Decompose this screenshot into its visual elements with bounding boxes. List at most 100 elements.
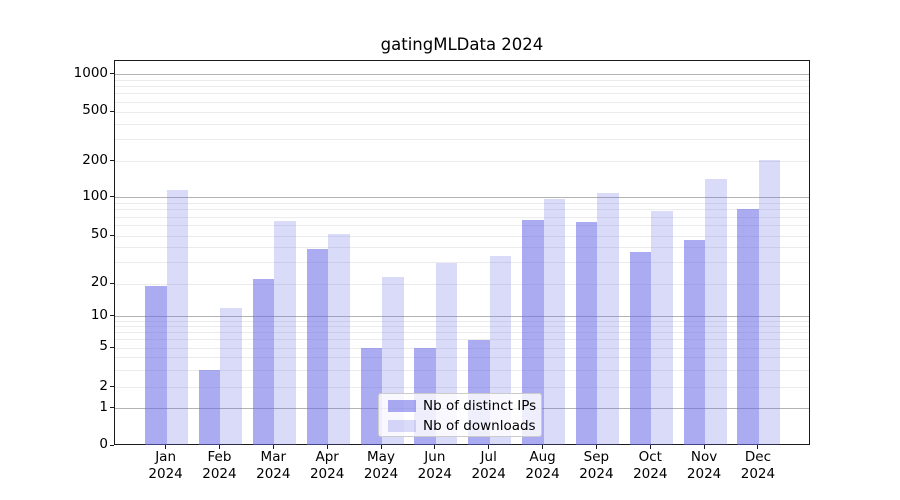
gridline-700 (115, 93, 809, 95)
legend-swatch-downloads (388, 420, 416, 432)
bar-downloads-mar (274, 221, 296, 445)
gridline-80 (115, 209, 809, 211)
x-tick-aug (542, 445, 544, 449)
y-tick-label-20: 20 (90, 274, 108, 291)
gridline-10 (115, 315, 809, 317)
gridline-60 (115, 225, 809, 227)
gridline-900 (115, 79, 809, 81)
y-tick-label-100: 100 (82, 187, 108, 204)
legend-item-downloads: Nb of downloads (388, 417, 536, 434)
y-tick-label-1000: 1000 (73, 64, 108, 81)
gridline-30 (115, 262, 809, 264)
y-tick-label-5: 5 (99, 338, 108, 355)
bar-downloads-apr (328, 233, 350, 445)
x-tick-may (380, 445, 382, 449)
gridline-400 (115, 123, 809, 125)
gridline-300 (115, 139, 809, 141)
bar-ips-sep (575, 222, 598, 445)
gridline-100 (115, 197, 809, 198)
x-tick-label-sep: Sep 2024 (579, 449, 614, 482)
x-tick-sep (595, 445, 597, 449)
gridline-50 (115, 235, 809, 237)
y-tick-500 (110, 110, 114, 112)
x-tick-label-jan: Jan 2024 (148, 449, 183, 482)
gridline-3 (115, 369, 809, 371)
y-tick-50 (110, 234, 114, 236)
x-tick-nov (703, 445, 705, 449)
bar-ips-jan (145, 286, 167, 445)
bar-downloads-dec (758, 160, 781, 445)
gridline-8 (115, 326, 809, 327)
y-tick-1000 (110, 73, 114, 74)
x-tick-label-feb: Feb 2024 (202, 449, 237, 482)
bar-ips-mar (252, 279, 275, 445)
bar-ips-dec (737, 208, 759, 445)
y-tick-label-500: 500 (82, 102, 108, 119)
x-tick-label-oct: Oct 2024 (633, 449, 668, 482)
legend-swatch-distinct-ips (388, 400, 416, 412)
legend: Nb of distinct IPs Nb of downloads (378, 392, 542, 437)
y-tick-label-1: 1 (99, 399, 108, 415)
legend-label-downloads: Nb of downloads (423, 417, 536, 434)
plot-area (114, 59, 810, 445)
x-tick-label-nov: Nov 2024 (686, 449, 722, 482)
gridline-9 (115, 320, 809, 322)
x-tick-jun (434, 445, 436, 449)
gridline-500 (115, 111, 809, 113)
gridline-40 (115, 247, 809, 249)
legend-label-distinct-ips: Nb of distinct IPs (423, 397, 537, 414)
y-tick-100 (110, 196, 114, 197)
gridline-6 (115, 339, 809, 341)
gridline-90 (115, 202, 809, 204)
bar-downloads-feb (220, 307, 242, 445)
bar-downloads-aug (543, 199, 566, 445)
bar-downloads-oct (651, 210, 673, 445)
bar-ips-nov (683, 240, 706, 445)
x-tick-label-aug: Aug 2024 (525, 449, 560, 482)
y-tick-200 (110, 160, 114, 161)
gridline-7 (115, 332, 809, 334)
y-tick-5 (110, 346, 114, 348)
y-tick-label-0: 0 (99, 436, 108, 453)
gridline-4 (115, 357, 809, 359)
bar-ips-apr (306, 249, 329, 445)
gridline-5 (115, 347, 809, 349)
gridline-1000 (115, 74, 809, 75)
gridline-20 (115, 283, 809, 285)
x-tick-feb (218, 445, 220, 449)
legend-item-distinct-ips: Nb of distinct IPs (388, 397, 537, 414)
y-tick-2 (110, 386, 114, 387)
gridline-600 (115, 101, 809, 103)
bar-ips-aug (522, 219, 544, 445)
bar-downloads-sep (597, 192, 619, 445)
chart-title: gatingMLData 2024 (380, 35, 544, 54)
gridline-2 (115, 387, 809, 388)
y-tick-1 (110, 407, 114, 409)
bar-downloads-nov (705, 179, 727, 445)
bar-ips-feb (198, 370, 221, 445)
y-tick-label-50: 50 (90, 226, 108, 243)
y-tick-20 (110, 282, 114, 284)
x-tick-label-dec: Dec 2024 (740, 449, 776, 482)
x-tick-label-jun: Jun 2024 (417, 449, 453, 482)
x-tick-label-mar: Mar 2024 (256, 449, 291, 482)
x-tick-label-jul: Jul 2024 (471, 449, 506, 482)
y-tick-label-2: 2 (99, 377, 108, 394)
x-tick-oct (649, 445, 651, 449)
x-tick-label-apr: Apr 2024 (309, 449, 345, 482)
x-tick-jul (488, 445, 490, 449)
x-tick-jan (165, 445, 167, 449)
bar-ips-may (360, 348, 382, 445)
x-tick-label-may: May 2024 (363, 449, 399, 482)
y-tick-label-10: 10 (90, 306, 108, 323)
bar-ips-oct (629, 251, 652, 445)
x-tick-mar (272, 445, 274, 449)
y-tick-label-200: 200 (82, 151, 108, 168)
x-tick-dec (757, 445, 759, 449)
gridline-200 (115, 161, 809, 162)
gridline-70 (115, 216, 809, 218)
x-tick-apr (326, 445, 328, 449)
bar-downloads-jan (166, 190, 189, 445)
y-tick-10 (110, 314, 114, 316)
